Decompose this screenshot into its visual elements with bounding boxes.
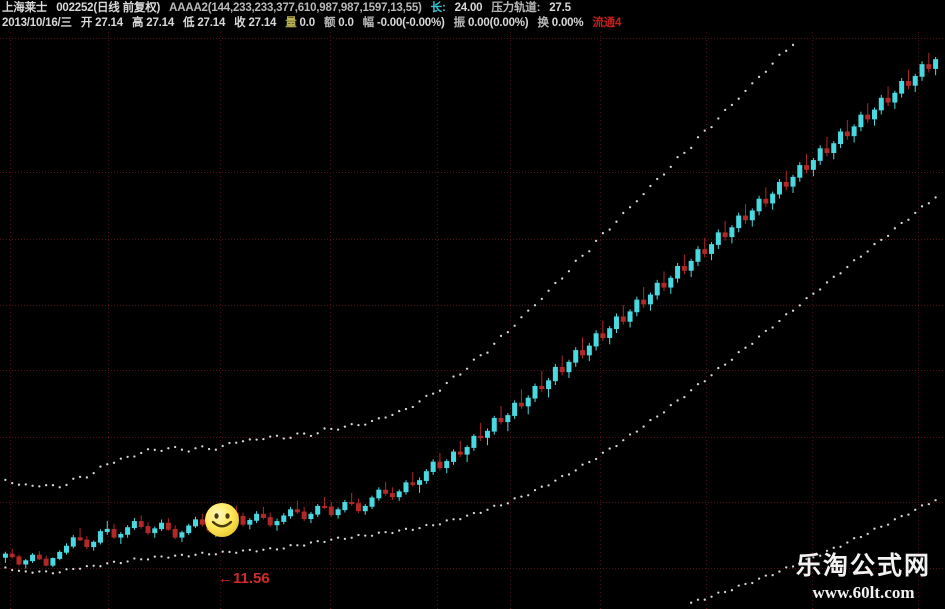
close-value: 27.14: [248, 17, 277, 29]
quote-info-line-1: 上海莱士 002252(日线 前复权) AAAA2(144,233,233,37…: [2, 1, 571, 16]
quote-info-line-2: 2013/10/16/三 开 27.14 高 27.14 低 27.14 收 2…: [2, 16, 621, 31]
amplitude-value: 0.00(0.00%): [467, 17, 529, 29]
price-annotation-11-56: ←11.56: [218, 570, 270, 587]
chart-grid: [0, 32, 945, 609]
turnover-value: 0.00%: [551, 17, 584, 29]
amount-value: 0.0: [338, 17, 354, 29]
long-value: 24.00: [454, 2, 483, 14]
smiley-face-glyph: [211, 513, 233, 528]
watermark: 乐淘公式网 www.60lt.com: [796, 546, 931, 603]
change-label: 幅: [362, 17, 375, 29]
watermark-url: www.60lt.com: [812, 583, 915, 602]
open-label: 开: [80, 17, 93, 29]
quote-info-bar: 上海莱士 002252(日线 前复权) AAAA2(144,233,233,37…: [0, 0, 945, 32]
quote-date: 2013/10/16/三: [2, 17, 72, 29]
watermark-site-name: 乐淘公式网: [795, 551, 931, 580]
amplitude-label: 振: [453, 17, 466, 29]
indicator-formula: AAAA2(144,233,233,377,610,987,987,1597,1…: [169, 2, 422, 14]
buy-signal-smiley-icon[interactable]: [205, 503, 239, 537]
high-label: 高: [131, 17, 144, 29]
pressure-value: 27.5: [549, 2, 571, 14]
long-label: 长:: [430, 2, 446, 14]
close-label: 收: [234, 17, 246, 29]
stock-code: 002252(日线 前复权): [56, 2, 161, 14]
kline-plot-area[interactable]: [0, 32, 945, 609]
low-label: 低: [183, 17, 195, 29]
turnover-label: 换: [537, 17, 549, 29]
amount-label: 额: [323, 17, 336, 29]
chart-series-layer: [2, 43, 939, 604]
float-label: 流通4: [592, 17, 622, 29]
change-value: -0.00(-0.00%): [376, 17, 445, 29]
low-value: 27.14: [197, 17, 226, 29]
pressure-label: 压力轨道:: [491, 2, 541, 14]
volume-label: 量: [285, 17, 297, 29]
stock-name: 上海莱士: [2, 2, 48, 14]
high-value: 27.14: [146, 17, 175, 29]
open-value: 27.14: [95, 17, 123, 29]
volume-value: 0.0: [299, 17, 316, 29]
